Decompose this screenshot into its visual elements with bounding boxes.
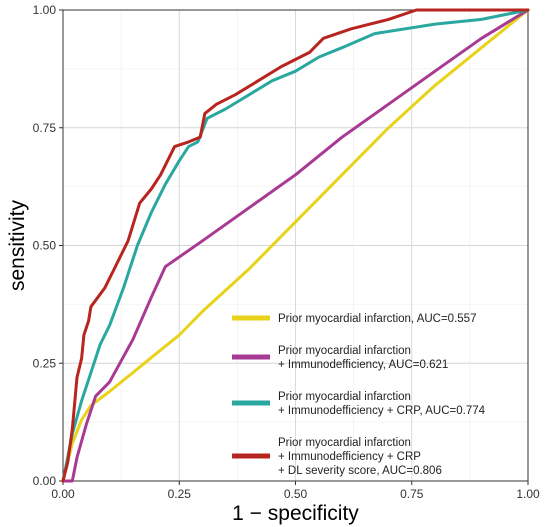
x-tick-label: 0.50 [284,487,308,501]
y-tick-label: 0.25 [33,356,57,370]
legend-label: + Immunodefficiency + CRP, AUC=0.774 [278,405,486,417]
legend-label: + Immunodefficiency + CRP [278,451,421,463]
y-tick-label: 0.00 [33,474,57,488]
roc-curve-2 [61,8,530,483]
x-tick-label: 0.75 [400,487,424,501]
axis-ticks: 0.00 0.25 0.50 0.75 1.00 0.00 0.25 0.50 0.75 1.00 [33,3,540,501]
x-axis-label: 1 − specificity [232,502,359,525]
roc-curves [61,8,530,483]
roc-curve-4 [61,8,530,483]
roc-curve-3 [61,8,530,483]
legend-label: Prior myocardial infarction, AUC=0.557 [278,313,476,325]
roc-curve-1 [61,8,530,483]
grid [62,9,529,482]
legend-label: + DL severity score, AUC=0.806 [278,465,442,477]
legend-label: + Immunodefficiency, AUC=0.621 [278,359,448,371]
x-tick-label: 0.25 [168,487,192,501]
legend: Prior myocardial infarction, AUC=0.557 Pr… [232,313,486,477]
x-tick-label: 1.00 [516,487,540,501]
x-tick-label: 0.00 [51,487,75,501]
y-axis-label: sensitivity [6,199,29,291]
legend-label: Prior myocardial infarction [278,437,411,449]
y-tick-label: 1.00 [33,3,57,17]
y-tick-label: 0.50 [33,239,57,253]
y-tick-label: 0.75 [33,121,57,135]
legend-label: Prior myocardial infarction [278,345,411,357]
legend-label: Prior myocardial infarction [278,391,411,403]
